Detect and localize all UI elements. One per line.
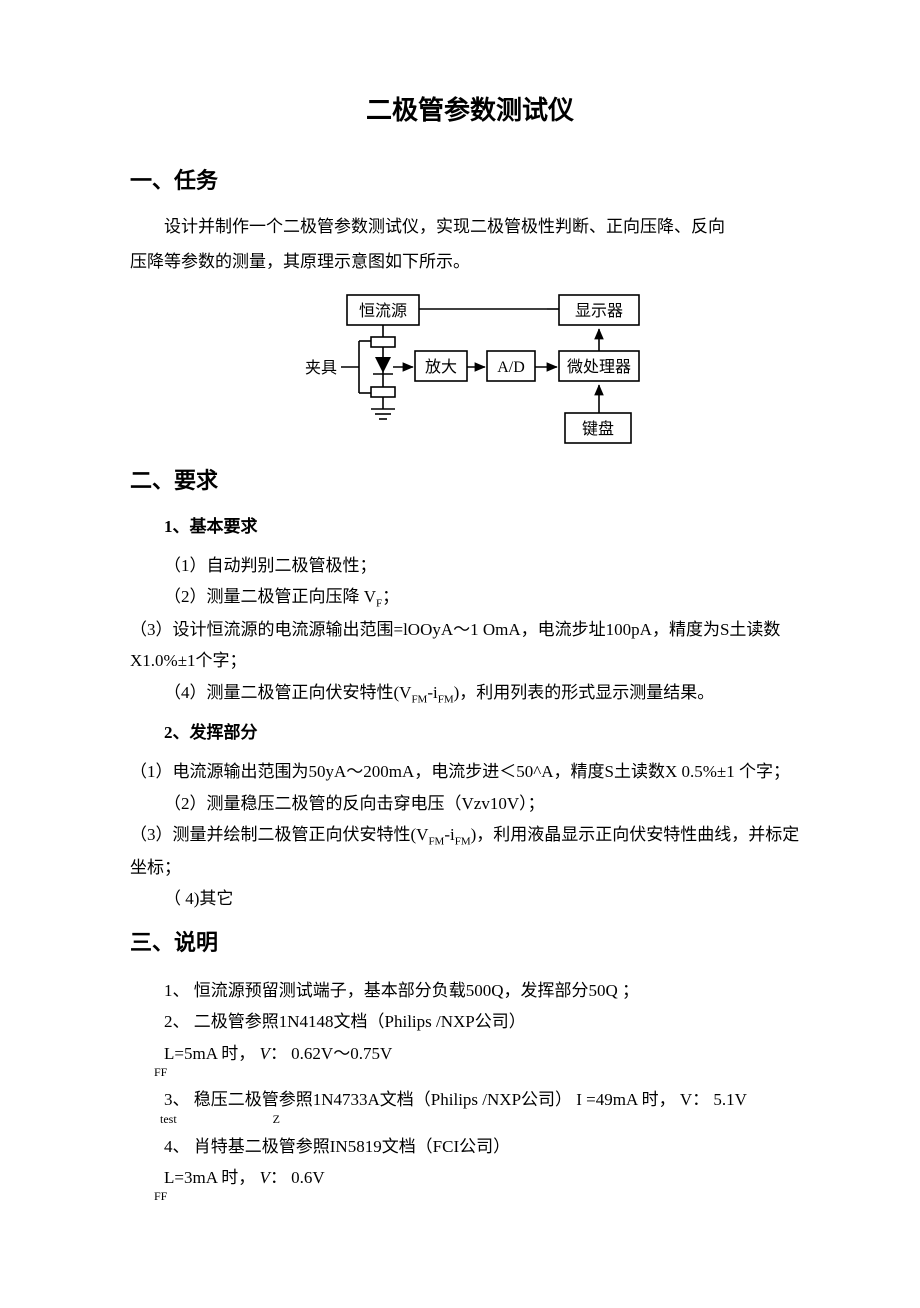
n3b: V bbox=[260, 1044, 270, 1063]
basic-item1: （1）自动判别二极管极性； bbox=[130, 550, 810, 581]
node-ad: A/D bbox=[497, 359, 525, 376]
b4b: -i bbox=[427, 683, 437, 702]
section2-heading: 二、要求 bbox=[130, 463, 810, 495]
b2-end: ； bbox=[382, 587, 399, 606]
n6a: L=3mA 时， bbox=[164, 1168, 260, 1187]
basic-item2: （2）测量二极管正向压降 VF； bbox=[130, 581, 810, 614]
b4s2: FM bbox=[438, 693, 454, 705]
adv-heading: 2、发挥部分 bbox=[130, 719, 810, 748]
node-amp: 放大 bbox=[425, 358, 457, 376]
sec1-para1: 设计并制作一个二极管参数测试仪，实现二极管极性判断、正向压降、反向 bbox=[130, 213, 810, 242]
sec1-para2: 压降等参数的测量，其原理示意图如下所示。 bbox=[130, 248, 810, 277]
n6b: V bbox=[260, 1168, 270, 1187]
adv-item2: （2）测量稳压二极管的反向击穿电压（Vzv10V）； bbox=[130, 788, 810, 819]
n3a: L=5mA 时， bbox=[164, 1044, 260, 1063]
block-diagram: 恒流源 夹具 放大 A/D bbox=[130, 291, 810, 451]
note4: 3、 稳压二极管参照1N4733A文档（Philips /NXP公司） I =4… bbox=[130, 1084, 810, 1115]
adv-item1: （1）电流源输出范围为50yA〜200mA，电流步进＜50^A，精度S土读数X … bbox=[130, 762, 790, 781]
note6: L=3mA 时， V： 0.6V bbox=[130, 1162, 810, 1193]
node-display: 显示器 bbox=[575, 302, 623, 320]
note2: 2、 二极管参照1N4148文档（Philips /NXP公司） bbox=[130, 1006, 810, 1037]
b4a: （4）测量二极管正向伏安特性(V bbox=[164, 683, 411, 702]
a3s1: FM bbox=[428, 836, 444, 848]
node-clamp: 夹具 bbox=[305, 359, 337, 377]
basic-item4: （4）测量二极管正向伏安特性(VFM-iFM)，利用列表的形式显示测量结果。 bbox=[130, 677, 810, 710]
b2-a: （2）测量二极管正向压降 V bbox=[164, 587, 376, 606]
a3s2: FM bbox=[455, 836, 471, 848]
basic-item3: （3）设计恒流源的电流源输出范围=lOOyA〜1 OmA，电流步址100pA，精… bbox=[130, 620, 780, 670]
note1: 1、 恒流源预留测试端子，基本部分负载500Q，发挥部分50Q ； bbox=[130, 975, 810, 1006]
n3c: ： 0.62V〜0.75V bbox=[270, 1044, 392, 1063]
node-keyboard: 键盘 bbox=[582, 419, 614, 438]
node-mpu: 微处理器 bbox=[567, 358, 631, 376]
a3b: -i bbox=[444, 825, 454, 844]
section1-heading: 一、任务 bbox=[130, 163, 810, 195]
note3: L=5mA 时， V： 0.62V〜0.75V bbox=[130, 1038, 810, 1069]
b4c: )，利用列表的形式显示测量结果。 bbox=[454, 683, 715, 702]
page-title: 二极管参数测试仪 bbox=[130, 90, 810, 127]
adv-item4: （ 4)其它 bbox=[130, 883, 810, 914]
note5: 4、 肖特基二极管参照IN5819文档（FCI公司） bbox=[130, 1131, 810, 1162]
node-source: 恒流源 bbox=[359, 302, 407, 320]
a3a: （3）测量并绘制二极管正向伏安特性(V bbox=[130, 825, 428, 844]
basic-heading: 1、基本要求 bbox=[130, 513, 810, 542]
section3-heading: 三、说明 bbox=[130, 925, 810, 957]
n6c: ： 0.6V bbox=[270, 1168, 325, 1187]
b4s1: FM bbox=[411, 693, 427, 705]
